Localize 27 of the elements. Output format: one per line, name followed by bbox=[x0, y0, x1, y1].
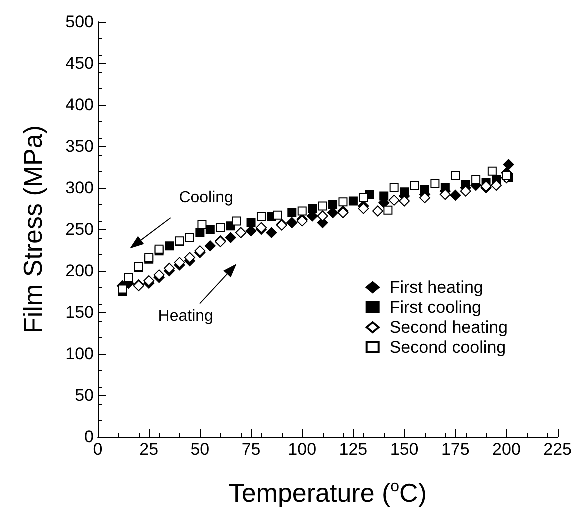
x-tick-label: 25 bbox=[140, 440, 159, 459]
y-tick-label: 350 bbox=[66, 137, 94, 156]
y-tick-label: 500 bbox=[66, 12, 94, 32]
x-tick-label: 225 bbox=[544, 440, 572, 459]
x-tick-label: 150 bbox=[390, 440, 419, 459]
y-tick-label: 0 bbox=[84, 428, 94, 446]
y-tick-label: 150 bbox=[66, 303, 94, 322]
x-tick-label: 200 bbox=[492, 440, 521, 459]
y-tick-label: 100 bbox=[66, 344, 94, 364]
x-tick-label: 100 bbox=[288, 440, 317, 459]
y-tick-label: 50 bbox=[75, 386, 94, 405]
x-tick-label: 125 bbox=[339, 440, 368, 459]
x-tick-label: 175 bbox=[441, 440, 470, 459]
annotation: Heating bbox=[158, 308, 214, 326]
x-tick-label: 75 bbox=[242, 440, 261, 459]
legend-label: First heating bbox=[390, 278, 484, 297]
legend-label: First cooling bbox=[390, 298, 482, 317]
y-tick-label: 250 bbox=[66, 220, 94, 239]
legend-label: Second cooling bbox=[390, 338, 506, 357]
y-tick-label: 450 bbox=[66, 54, 94, 73]
annotation: Cooling bbox=[179, 189, 234, 206]
legend-label: Second heating bbox=[390, 318, 508, 337]
y-axis-title: Film Stress (MPa) bbox=[18, 126, 48, 334]
x-tick-label: 50 bbox=[190, 440, 210, 459]
y-tick-label: 300 bbox=[66, 178, 94, 198]
y-tick-label: 200 bbox=[66, 262, 94, 280]
y-tick-label: 400 bbox=[66, 96, 94, 114]
